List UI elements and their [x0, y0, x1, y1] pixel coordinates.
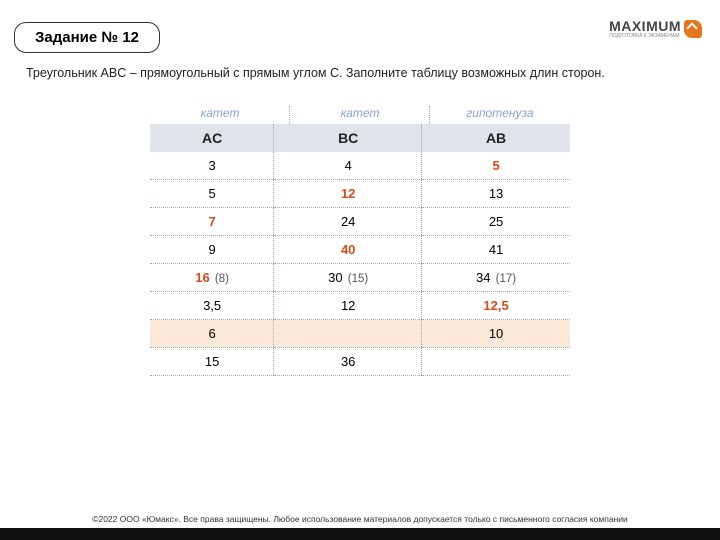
table-row: 3 4 5	[150, 152, 570, 180]
cell-value: 41	[489, 242, 503, 257]
table-cell: 15	[150, 348, 274, 376]
cell-note: (8)	[212, 273, 229, 285]
table-cell: 25	[422, 208, 570, 236]
table-cell: 41	[422, 236, 570, 264]
task-prompt: Треугольник ABC – прямоугольный с прямым…	[26, 66, 690, 80]
column-label: катет	[290, 106, 430, 124]
column-header: AB	[422, 124, 570, 152]
table-cell: 24	[274, 208, 422, 236]
task-title: Задание № 12	[14, 22, 160, 53]
table-cell: 30 (15)	[274, 264, 422, 292]
table-row: 16 (8)30 (15)34 (17)	[150, 264, 570, 292]
column-label: гипотенуза	[430, 106, 570, 124]
footer: ©2022 ООО «Юмакс». Все права защищены. Л…	[0, 511, 720, 540]
table-row: 6 10	[150, 320, 570, 348]
cell-value: 3,5	[203, 298, 221, 313]
cell-value: 12	[341, 186, 355, 201]
cell-value: 30	[328, 270, 342, 285]
cell-value: 12	[341, 298, 355, 313]
table-cell	[422, 348, 570, 376]
cell-value: 12,5	[483, 298, 508, 313]
cell-value: 10	[489, 326, 503, 341]
cell-value: 16	[195, 270, 209, 285]
table-cell: 40	[274, 236, 422, 264]
table-cell: 4	[274, 152, 422, 180]
table-cell: 9	[150, 236, 274, 264]
logo-icon	[684, 20, 702, 38]
column-header: AC	[150, 124, 274, 152]
cell-value: 5	[209, 186, 216, 201]
table-row: 7 24 25	[150, 208, 570, 236]
cell-value: 7	[209, 214, 216, 229]
cell-value: 34	[476, 270, 490, 285]
table-cell: 10	[422, 320, 570, 348]
triangle-table: катеткатетгипотенуза ACBCAB 345512137242…	[150, 106, 570, 376]
cell-value: 24	[341, 214, 355, 229]
column-label: катет	[150, 106, 290, 124]
table-cell: 3,5	[150, 292, 274, 320]
cell-value: 15	[205, 354, 219, 369]
table-row: 5 12 13	[150, 180, 570, 208]
table-row: 1536	[150, 348, 570, 376]
cell-value: 9	[209, 242, 216, 257]
logo: MAXIMUM ПОДГОТОВКА К ЭКЗАМЕНАМ	[609, 18, 702, 39]
cell-value: 40	[341, 242, 355, 257]
cell-value: 5	[492, 158, 499, 173]
cell-note: (15)	[345, 273, 369, 285]
logo-subtext: ПОДГОТОВКА К ЭКЗАМЕНАМ	[609, 34, 681, 39]
copyright: ©2022 ООО «Юмакс». Все права защищены. Л…	[0, 511, 720, 528]
cell-value: 25	[489, 214, 503, 229]
column-header: BC	[274, 124, 422, 152]
table-cell: 5	[422, 152, 570, 180]
cell-value: 4	[345, 158, 352, 173]
table-row: 3,5 12 12,5	[150, 292, 570, 320]
table-cell: 6	[150, 320, 274, 348]
table-row: 9 40 41	[150, 236, 570, 264]
table-cell: 36	[274, 348, 422, 376]
cell-value: 13	[489, 186, 503, 201]
footer-bar	[0, 528, 720, 540]
table-cell: 12,5	[422, 292, 570, 320]
cell-value: 36	[341, 354, 355, 369]
table-cell: 12	[274, 180, 422, 208]
cell-value: 3	[209, 158, 216, 173]
cell-note: (17)	[492, 273, 516, 285]
table-cell: 7	[150, 208, 274, 236]
table-cell: 3	[150, 152, 274, 180]
cell-value: 6	[209, 326, 216, 341]
table-cell: 13	[422, 180, 570, 208]
table-cell: 5	[150, 180, 274, 208]
table-cell: 34 (17)	[422, 264, 570, 292]
table-cell	[274, 320, 422, 348]
table-cell: 12	[274, 292, 422, 320]
table-cell: 16 (8)	[150, 264, 274, 292]
logo-text: MAXIMUM	[609, 18, 681, 34]
